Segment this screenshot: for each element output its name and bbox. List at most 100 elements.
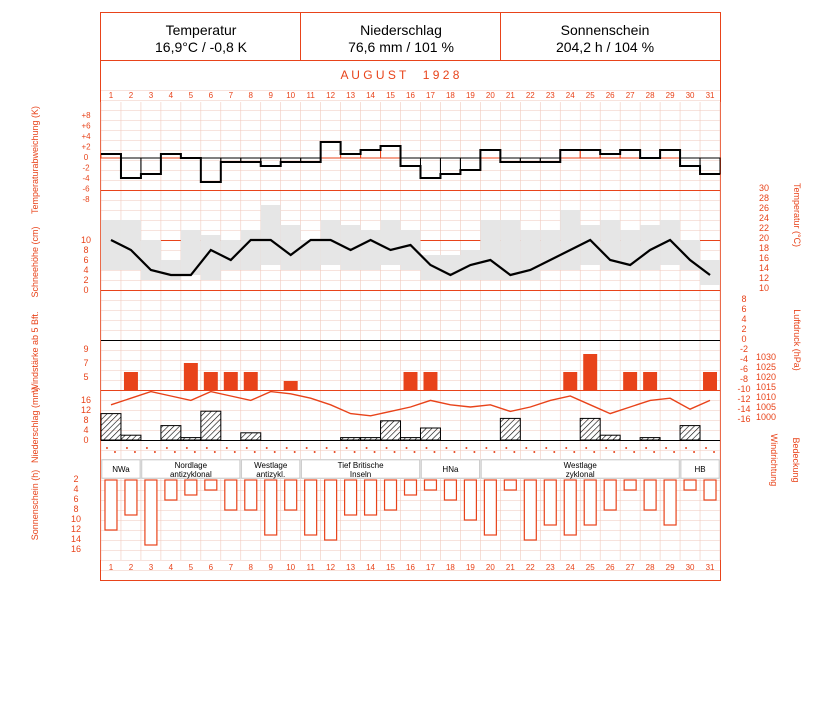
day-label-bottom: 17 [426, 563, 435, 572]
temp-dev-line [101, 141, 720, 183]
sunshine-bar [383, 479, 398, 511]
weather-type-label: Inseln [350, 470, 371, 479]
temp-dev-axis-label: Temperaturabweichung (K) [30, 106, 40, 214]
temperature-title: Temperatur [165, 22, 237, 38]
pressure-tick: 1015 [756, 382, 776, 392]
sunshine-bar [523, 479, 537, 541]
cloud-dot [665, 447, 668, 449]
cloud-dot [565, 447, 568, 449]
winddir-dot [213, 451, 216, 453]
winddir-dot [613, 451, 616, 453]
weather-type-cell [141, 459, 241, 479]
wind-axis-label: Windstärke ab 5 Bft. [30, 311, 40, 392]
day-label-bottom: 22 [526, 563, 535, 572]
day-label-bottom: 18 [446, 563, 455, 572]
secondary-tick: -6 [740, 364, 748, 374]
wind-tick: 9 [83, 344, 88, 354]
sun-tick: 14 [71, 534, 81, 544]
cloud-dot [605, 447, 608, 449]
precipitation-summary: 76,6 mm / 101 % [348, 39, 454, 55]
precip-bar [419, 427, 441, 441]
wind-bar [123, 372, 138, 390]
cloud-dot [385, 447, 388, 449]
cloud-dot [485, 447, 488, 449]
precip-bar [579, 417, 601, 441]
temp-tick: 28 [759, 193, 769, 203]
sunshine-bar [583, 479, 597, 526]
secondary-tick: -10 [737, 384, 750, 394]
day-label-bottom: 12 [326, 563, 335, 572]
cloud-dot [165, 447, 168, 449]
winddir-dot [233, 451, 236, 453]
temp-range-band [540, 230, 561, 270]
cloud-dot [625, 447, 628, 449]
temp-range-band [640, 225, 661, 270]
temp-range-band [320, 220, 341, 265]
cloud-dot [405, 447, 408, 449]
temp-dev-bar [400, 157, 421, 167]
temp-dev-bar [200, 157, 222, 183]
day-label-top: 28 [646, 91, 655, 100]
temp-range-band [280, 225, 301, 270]
temp-dev-bar [659, 149, 681, 159]
day-label-bottom: 7 [229, 563, 234, 572]
day-label-bottom: 4 [169, 563, 174, 572]
day-label-top: 15 [386, 91, 395, 100]
temp-range-band [360, 230, 381, 270]
sunshine-bar [164, 479, 178, 501]
temp-range-band [400, 230, 421, 270]
day-label-top: 5 [189, 91, 194, 100]
secondary-tick: -14 [737, 404, 750, 414]
sunshine-bar [563, 479, 577, 536]
sunshine-bar [683, 479, 697, 491]
day-label-bottom: 14 [366, 563, 375, 572]
day-label-top: 22 [526, 91, 535, 100]
pressure-tick: 1030 [756, 352, 776, 362]
day-label-bottom: 6 [209, 563, 214, 572]
sunshine-bar [224, 479, 238, 511]
wind-bar [643, 372, 658, 390]
temp-tick: 26 [759, 203, 769, 213]
sunshine-bar [503, 479, 517, 491]
weather-type-label: HNa [442, 465, 459, 474]
day-label-top: 13 [346, 91, 355, 100]
sunshine-bar [603, 479, 617, 511]
weather-type-label: Nordlage [175, 461, 208, 470]
temp-range-band [580, 225, 601, 265]
secondary-tick: 2 [741, 324, 746, 334]
day-label-top: 16 [406, 91, 415, 100]
winddir-dot [573, 451, 576, 453]
cloud-dot [105, 447, 108, 449]
day-label-top: 1 [109, 91, 114, 100]
weather-type-label: zyklonal [566, 470, 595, 479]
temp-tick: 20 [759, 233, 769, 243]
precip-bar [599, 434, 621, 441]
winddir-dot [133, 451, 136, 453]
winddir-dot [393, 451, 396, 453]
weather-type-label: Tief Britische [338, 461, 384, 470]
temp-tick: 14 [759, 263, 769, 273]
temp-range-band [340, 225, 361, 270]
winddir-dot [653, 451, 656, 453]
temp-tick: 30 [759, 183, 769, 193]
sun-tick: 2 [73, 474, 78, 484]
precip-bar [340, 437, 362, 441]
precip-tick: 8 [83, 415, 88, 425]
pressure-tick: 1005 [756, 402, 776, 412]
temp-range-band [160, 260, 181, 280]
winddir-dot [593, 451, 596, 453]
temp-dev-bar [619, 149, 641, 159]
day-label-bottom: 8 [249, 563, 254, 572]
month-label: A U G U S T 1 9 2 8 [341, 68, 460, 82]
snow-tick: 8 [83, 245, 88, 255]
winddir-dot [413, 451, 416, 453]
day-label-bottom: 27 [626, 563, 635, 572]
temp-range-band [140, 240, 161, 280]
weather-type-cell [421, 459, 480, 479]
precip-bar [180, 437, 202, 441]
day-label-top: 21 [506, 91, 515, 100]
temp-range-band [180, 230, 201, 275]
wind-bar [563, 372, 578, 390]
winddir-dot [253, 451, 256, 453]
temp-dev-bar [380, 145, 402, 159]
